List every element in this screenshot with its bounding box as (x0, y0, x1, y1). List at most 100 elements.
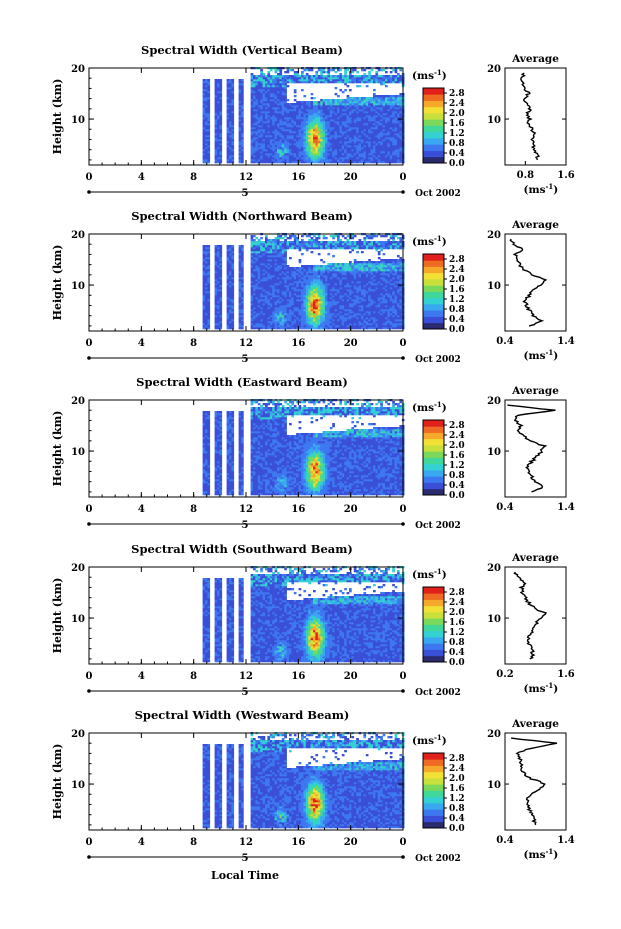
heatmap-cell (205, 299, 208, 302)
heatmap-cell (241, 97, 244, 100)
heatmap-cell (231, 115, 235, 118)
heatmap-cell (380, 137, 383, 140)
heatmap-cell (281, 251, 285, 254)
heatmap-cell (332, 75, 335, 78)
heatmap-cell (255, 93, 259, 96)
heatmap-cell (365, 139, 369, 142)
heatmap-cell (265, 301, 268, 304)
heatmap-cell (260, 125, 263, 128)
heatmap-cell (284, 143, 287, 146)
heatmap-cell (322, 111, 326, 114)
heatmap-cell (257, 299, 261, 302)
heatmap-cell (202, 141, 206, 144)
heatmap-cell (253, 101, 256, 104)
heatmap-cell (341, 145, 345, 148)
heatmap-cell (298, 109, 302, 112)
heatmap-cell (250, 257, 254, 260)
heatmap-cell (217, 109, 220, 112)
heatmap-cell (315, 161, 319, 164)
heatmap-cell (361, 157, 364, 160)
heatmap-cell (375, 127, 379, 130)
heatmap-cell (277, 89, 280, 92)
heatmap-cell (329, 125, 333, 128)
heatmap-cell (284, 271, 287, 274)
heatmap-cell (320, 79, 323, 82)
heatmap-cell (389, 79, 393, 82)
heatmap-cell (284, 121, 287, 124)
heatmap-cell (315, 117, 319, 120)
heatmap-cell (334, 105, 338, 108)
heatmap-cell (269, 303, 273, 306)
heatmap-cell (260, 109, 263, 112)
heatmap-cell (277, 317, 280, 320)
heatmap-cell (313, 79, 316, 82)
heatmap-cell (253, 301, 256, 304)
heatmap-cell (219, 251, 223, 254)
heatmap-cell (313, 161, 316, 164)
heatmap-cell (260, 321, 263, 324)
heatmap-cell (313, 267, 316, 270)
heatmap-cell (296, 321, 299, 324)
heatmap-cell (262, 107, 266, 110)
heatmap-cell (253, 151, 256, 154)
heatmap-cell (219, 97, 223, 100)
heatmap-cell (337, 141, 340, 144)
x-tick-label: 12 (239, 172, 253, 183)
heatmap-cell (226, 323, 230, 326)
heatmap-cell (284, 263, 287, 266)
heatmap-cell (397, 147, 400, 150)
heatmap-cell (293, 71, 297, 74)
heatmap-cell (284, 129, 287, 132)
heatmap-cell (332, 99, 335, 102)
heatmap-cell (253, 269, 256, 272)
heatmap-cell (317, 103, 321, 106)
heatmap-cell (322, 311, 326, 314)
heatmap-cell (310, 237, 314, 240)
heatmap-cell (205, 141, 208, 144)
heatmap-cell (241, 273, 244, 276)
heatmap-cell (267, 83, 271, 86)
heatmap-cell (217, 149, 220, 152)
heatmap-cell (267, 275, 271, 278)
heatmap-cell (260, 247, 263, 250)
heatmap-cell (397, 157, 400, 160)
heatmap-cell (255, 323, 259, 326)
heatmap-cell (267, 303, 271, 306)
heatmap-cell (274, 85, 278, 88)
heatmap-cell (382, 149, 386, 152)
heatmap-cell (293, 291, 297, 294)
heatmap-cell (205, 253, 208, 256)
heatmap-cell (301, 305, 304, 308)
heatmap-cell (327, 315, 331, 318)
heatmap-cell (231, 259, 235, 262)
heatmap-cell (281, 155, 285, 158)
heatmap-cell (368, 119, 371, 122)
heatmap-cell (353, 103, 357, 106)
heatmap-cell (322, 269, 326, 272)
heatmap-cell (313, 325, 316, 328)
heatmap-cell (353, 115, 357, 118)
heatmap-cell (214, 323, 218, 326)
heatmap-cell (257, 247, 261, 250)
heatmap-cell (207, 129, 211, 132)
heatmap-cell (262, 263, 266, 266)
heatmap-cell (277, 123, 280, 126)
heatmap-cell (238, 323, 242, 326)
heatmap-cell (267, 327, 271, 330)
heatmap-cell (231, 95, 235, 98)
heatmap-cell (317, 145, 321, 148)
heatmap-cell (274, 269, 278, 272)
heatmap-cell (289, 309, 292, 312)
heatmap-cell (219, 143, 223, 146)
heatmap-cell (363, 79, 367, 82)
heatmap-cell (325, 111, 328, 114)
heatmap-cell (337, 131, 340, 134)
heatmap-cell (356, 105, 359, 108)
heatmap-cell (317, 117, 321, 120)
heatmap-cell (315, 265, 319, 268)
heatmap-cell (351, 113, 355, 116)
heatmap-cell (238, 103, 242, 106)
heatmap-cell (308, 309, 311, 312)
heatmap-cell (253, 105, 256, 108)
heatmap-cell (269, 247, 273, 250)
